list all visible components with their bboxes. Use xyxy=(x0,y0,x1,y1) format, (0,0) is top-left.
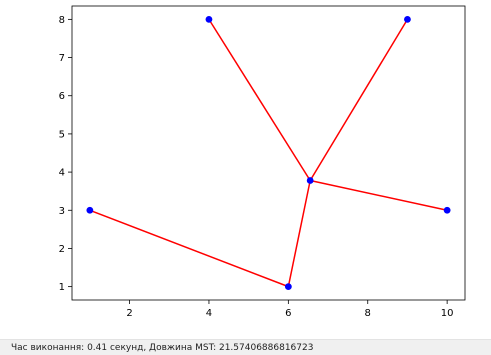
mst-edge xyxy=(287,180,311,287)
data-point xyxy=(404,15,411,23)
y-tick-label: 8 xyxy=(59,15,65,26)
x-tick-label: 4 xyxy=(206,308,212,319)
points-layer xyxy=(86,15,451,291)
x-tick-label: 10 xyxy=(441,308,454,319)
mst-edge xyxy=(310,179,448,212)
y-axis-ticks: 1 2 3 4 5 6 7 8 xyxy=(59,15,72,293)
mst-edge xyxy=(208,18,311,181)
y-tick-label: 4 xyxy=(59,168,65,179)
edges-layer xyxy=(89,18,448,288)
y-tick-label: 6 xyxy=(59,91,65,102)
data-point xyxy=(306,177,314,184)
mst-edge xyxy=(89,209,289,288)
x-tick-label: 6 xyxy=(285,308,291,319)
data-point xyxy=(205,15,213,23)
y-tick-label: 1 xyxy=(59,282,65,293)
mst-edge xyxy=(309,18,409,181)
status-bar: Час виконання: 0.41 секунд, Довжина MST:… xyxy=(0,339,491,355)
y-tick-label: 2 xyxy=(59,244,65,255)
data-point xyxy=(86,206,94,214)
y-tick-label: 7 xyxy=(59,53,65,64)
y-tick-label: 3 xyxy=(59,206,65,217)
status-text: Час виконання: 0.41 секунд, Довжина MST:… xyxy=(11,343,314,353)
axes-frame xyxy=(71,5,466,301)
x-axis-ticks: 2 4 6 8 10 xyxy=(126,300,454,319)
data-point xyxy=(443,206,451,214)
x-tick-label: 8 xyxy=(365,308,371,319)
y-tick-label: 5 xyxy=(59,129,65,140)
x-tick-label: 2 xyxy=(126,308,132,319)
data-point xyxy=(284,283,292,291)
